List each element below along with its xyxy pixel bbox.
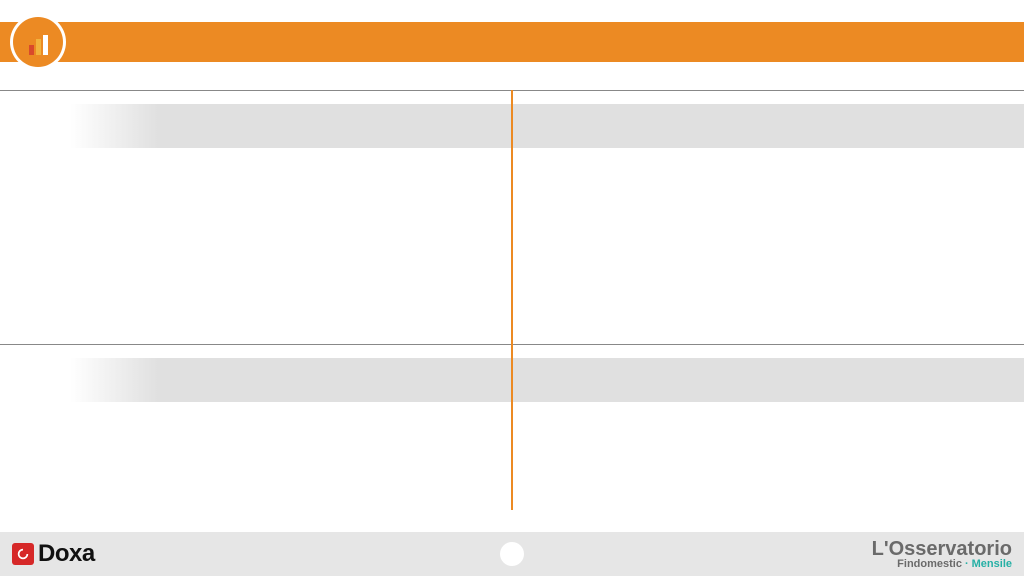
section-2 — [0, 344, 1024, 510]
mini-bar-0 — [29, 45, 34, 55]
mini-bar-1 — [36, 39, 41, 55]
gradient-band — [70, 358, 512, 402]
section-header-left — [0, 358, 512, 402]
section-header-left — [0, 104, 512, 148]
section-1 — [0, 90, 1024, 344]
footer-brand-line1: L'Osservatorio — [872, 539, 1012, 559]
section-header-right — [512, 358, 1024, 402]
footer-brand-line1-text: L'Osservatorio — [872, 538, 1012, 560]
footer-right: L'Osservatorio Findomestic·Mensile — [872, 539, 1012, 570]
footer-page-circle — [500, 542, 524, 566]
slide: Doxa L'Osservatorio Findomestic·Mensile — [0, 0, 1024, 576]
footer-brand-line2-a: Findomestic — [897, 558, 962, 570]
doxa-logo-text: Doxa — [38, 540, 95, 568]
footer-left: Doxa — [12, 540, 95, 568]
bar-chart-icon — [29, 35, 48, 55]
gradient-band — [70, 104, 512, 148]
footer-brand-line2-dot: · — [962, 558, 972, 570]
header-bar — [0, 22, 1024, 62]
vertical-divider — [511, 90, 513, 344]
doxa-logo-mark — [12, 543, 34, 565]
section-header-right — [512, 104, 1024, 148]
header-icon-circle — [13, 17, 63, 67]
vertical-divider — [511, 344, 513, 510]
mini-bar-2 — [43, 35, 48, 55]
content-area — [0, 90, 1024, 510]
footer-brand-line2-b: Mensile — [972, 558, 1012, 570]
footer-brand-line2: Findomestic·Mensile — [872, 559, 1012, 570]
doxa-swirl-icon — [16, 547, 30, 561]
footer-bar: Doxa L'Osservatorio Findomestic·Mensile — [0, 532, 1024, 576]
